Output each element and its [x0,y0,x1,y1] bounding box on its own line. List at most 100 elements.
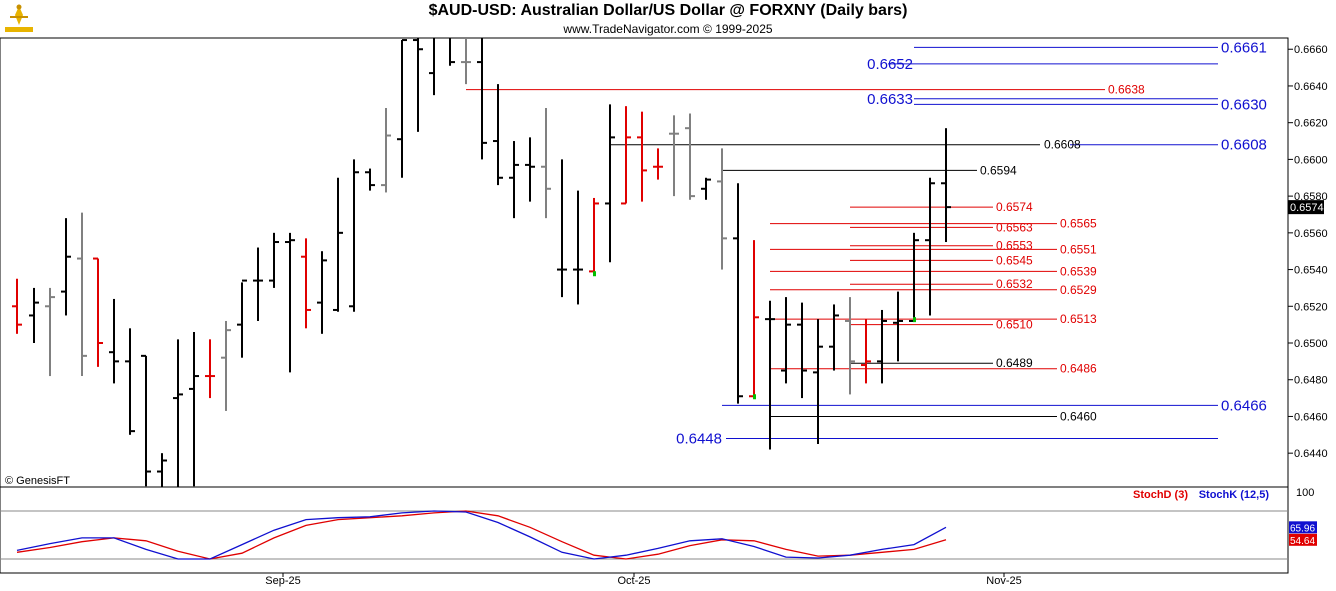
bars-layer [12,38,951,487]
ohlc-bar [637,111,647,202]
ohlc-bar [253,247,263,321]
ohlc-bar [701,177,711,200]
ohlc-bar [861,319,871,384]
ohlc-bar [12,278,22,334]
level-label: 0.6510 [996,318,1033,332]
level-label: 0.6574 [996,200,1033,214]
ohlc-bar [77,212,87,377]
ohlc-bar [925,177,935,316]
level-label: 0.6638 [1108,83,1145,97]
level-label: 0.6652 [867,56,913,73]
price-tick-label: 0.6500 [1294,338,1328,350]
level-label: 0.6608 [1221,137,1267,154]
ohlc-bar [765,300,775,450]
ohlc-bar [301,238,311,329]
date-tick-label: Nov-25 [986,575,1021,587]
ohlc-bar [349,159,359,312]
ohlc-bar [781,297,791,384]
legend-stochk: StochK (12,5) [1199,489,1270,501]
ohlc-bar [621,106,631,205]
ohlc-bar [45,287,55,377]
level-label: 0.6532 [996,277,1033,291]
level-label: 0.6661 [1221,39,1267,56]
stoch-line [16,510,947,560]
ohlc-bar [461,38,471,85]
ohlc-bar [605,104,615,263]
ohlc-bar [173,339,183,487]
level-label: 0.6489 [996,356,1033,370]
level-label: 0.6608 [1044,138,1081,152]
ohlc-bar [413,38,423,132]
ohlc-bar [493,84,503,186]
ohlc-bar [189,331,199,487]
level-label: 0.6553 [996,239,1033,253]
level-label: 0.6460 [1060,409,1097,423]
level-label: 0.6545 [996,253,1033,267]
price-tick-label: 0.6460 [1294,411,1328,423]
ohlc-bar [429,38,435,96]
ohlc-bar [477,38,487,160]
level-label: 0.6563 [996,220,1033,234]
level-label: 0.6630 [1221,96,1267,113]
chart-subtitle: www.TradeNavigator.com © 1999-2025 [563,22,773,36]
ohlc-bar [573,190,583,305]
price-tick-label: 0.6600 [1294,154,1328,166]
ohlc-bar [157,453,167,487]
level-label: 0.6633 [867,91,913,108]
last-price-label: 0.6574 [1290,202,1324,214]
date-tick-label: Oct-25 [617,575,650,587]
price-tick-label: 0.6480 [1294,375,1328,387]
ohlc-bar [285,232,295,373]
chart-header: $AUD-USD: Australian Dollar/US Dollar @ … [0,0,1336,38]
ohlc-bar [845,297,855,395]
price-tick-label: 0.6540 [1294,265,1328,277]
level-label: 0.6448 [676,430,722,447]
ohlc-bar [509,141,519,219]
stoch-value-box [1289,533,1317,546]
ohlc-bar [717,148,727,270]
ohlc-bar [449,38,455,66]
price-tick-label: 0.6440 [1294,448,1328,460]
ohlc-bar [29,287,39,344]
ohlc-bar [525,137,535,202]
signal-marker [593,271,596,277]
level-label: 0.6513 [1060,312,1097,326]
ohlc-bar [397,39,407,178]
level-label: 0.6486 [1060,362,1097,376]
level-label: 0.6466 [1221,397,1267,414]
ohlc-bar [557,159,567,298]
ohlc-bar [685,113,695,200]
price-tick-label: 0.6640 [1294,81,1328,93]
ohlc-bar [141,354,151,487]
price-tick-label: 0.6520 [1294,301,1328,313]
stoch-value-label: 65.96 [1290,523,1315,534]
ohlc-bar [365,168,375,191]
signal-marker [753,394,756,400]
ohlc-bar [125,328,135,435]
stoch-value-label: 54.64 [1290,536,1315,547]
level-label: 0.6551 [1060,242,1097,256]
level-label: 0.6539 [1060,264,1097,278]
level-label: 0.6565 [1060,217,1097,231]
genesis-logo-icon [4,3,34,33]
ohlc-bar [893,291,903,362]
stoch-value-box [1289,521,1317,534]
level-label: 0.6594 [980,163,1017,177]
last-price-box [1288,200,1324,215]
price-tick-label: 0.6620 [1294,118,1328,130]
ohlc-bar [829,304,839,371]
ohlc-bar [93,257,103,367]
price-axis: 0.6440 0.6460 0.6480 0.6500 0.6520 0.6540 0.65… [1288,44,1328,499]
stochastic-panel: 54.64 65.96 StochD (3) StochK (12,5) [16,489,1317,560]
level-label: 0.6529 [1060,283,1097,297]
signal-marker [913,317,916,323]
ohlc-bar [381,107,391,193]
ohlc-bar [61,218,71,316]
ohlc-bar [941,128,951,243]
price-tick-label: 0.6560 [1294,228,1328,240]
copyright-label: © GenesisFT [5,475,70,487]
ohlc-bar [317,251,327,334]
ohlc-bar [541,107,551,219]
ohlc-bar [333,177,343,312]
